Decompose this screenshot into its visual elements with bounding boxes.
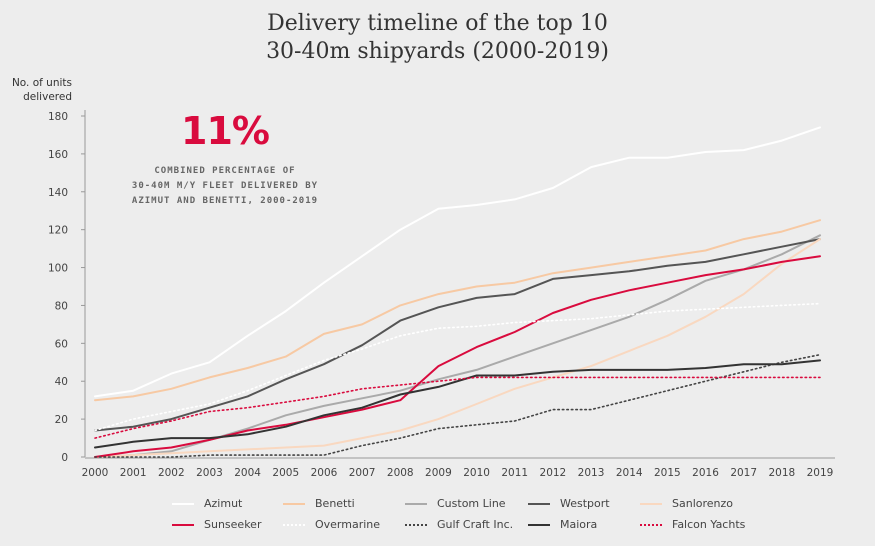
- y-tick-label: 140: [48, 187, 68, 199]
- x-tick-label: 2015: [654, 467, 681, 479]
- x-tick-label: 2003: [196, 467, 223, 479]
- stat-description-line-1: COMBINED PERCENTAGE OF: [154, 166, 296, 176]
- x-tick-label: 2019: [807, 467, 834, 479]
- chart-title-line-1: Delivery timeline of the top 10: [267, 11, 608, 36]
- y-tick-label: 60: [55, 338, 68, 350]
- x-tick-label: 2013: [578, 467, 605, 479]
- x-tick-label: 2002: [158, 467, 185, 479]
- y-tick-label: 160: [48, 149, 68, 161]
- stat-description-line-2: 30-40M M/Y FLEET DELIVERED BY: [131, 181, 319, 191]
- x-tick-label: 2011: [501, 467, 528, 479]
- x-tick-label: 2006: [311, 467, 338, 479]
- x-tick-label: 2008: [387, 467, 414, 479]
- y-axis-label: No. of units delivered: [10, 76, 72, 104]
- stat-description-line-3: AZIMUT AND BENETTI, 2000-2019: [131, 196, 319, 206]
- series-line-westport: [94, 238, 821, 432]
- stat-percentage: 11%: [181, 109, 270, 153]
- x-tick-label: 2012: [540, 467, 567, 479]
- y-tick-label: 100: [48, 263, 68, 275]
- series-line-overmarine: [94, 302, 821, 432]
- stat-description: COMBINED PERCENTAGE OF 30-40M M/Y FLEET …: [110, 164, 340, 209]
- series-line-azimut: [94, 126, 821, 398]
- series-line-gulf-craft-inc: [94, 353, 821, 458]
- chart-title-line-2: 30-40m shipyards (2000-2019): [266, 39, 609, 64]
- series-line-sanlorenzo: [94, 238, 821, 458]
- x-tick-label: 2018: [768, 467, 795, 479]
- x-tick-label: 2000: [82, 467, 109, 479]
- y-tick-label: 0: [61, 452, 68, 464]
- x-tick-label: 2017: [730, 467, 757, 479]
- series-line-benetti: [94, 219, 821, 402]
- y-tick-label: 120: [48, 225, 68, 237]
- x-tick-label: 2004: [234, 467, 261, 479]
- chart-title: Delivery timeline of the top 10 30-40m s…: [0, 10, 875, 66]
- series-line-custom-line: [94, 234, 821, 458]
- x-tick-label: 2009: [425, 467, 452, 479]
- x-tick-label: 2014: [616, 467, 643, 479]
- x-tick-label: 2005: [272, 467, 299, 479]
- series-line-falcon-yachts: [94, 376, 821, 439]
- y-tick-label: 20: [55, 414, 68, 426]
- x-tick-label: 2007: [349, 467, 376, 479]
- y-tick-label: 40: [55, 376, 68, 388]
- x-tick-label: 2001: [120, 467, 147, 479]
- y-tick-label: 180: [48, 111, 68, 123]
- y-axis-label-line-1: No. of units: [11, 77, 72, 89]
- y-axis-label-line-2: delivered: [23, 91, 72, 103]
- series-line-maiora: [94, 359, 821, 449]
- x-tick-label: 2016: [692, 467, 719, 479]
- y-tick-label: 80: [55, 300, 68, 312]
- x-tick-label: 2010: [463, 467, 490, 479]
